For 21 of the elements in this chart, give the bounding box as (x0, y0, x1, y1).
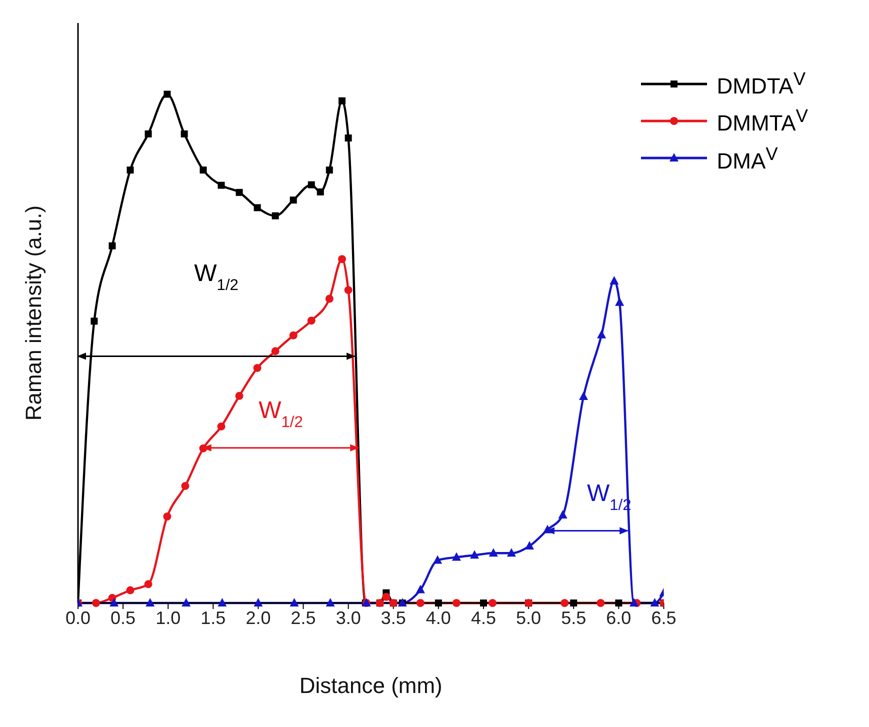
x-tick-label: 4.0 (426, 608, 451, 628)
annotation: W$_{1/2}$ (258, 396, 303, 430)
x-tick-label: 6.5 (651, 608, 676, 628)
x-tick-label: 3.0 (336, 608, 361, 628)
x-tick-label: 2.5 (290, 608, 316, 628)
x-tick-label: 2.0 (246, 608, 271, 628)
x-tick-label: 1.0 (156, 608, 181, 628)
x-tick-label: 5.5 (561, 608, 586, 628)
legend-label: DMMTA$^{V}$ (716, 105, 808, 137)
annotation: W$_{1/2}$ (194, 260, 238, 294)
x-tick-label: 5.0 (516, 608, 542, 628)
y-axis-title: Raman intensity (a.u.) (20, 205, 46, 421)
x-tick-label: 0.5 (110, 608, 136, 628)
legend-label: DMA$^{V}$ (716, 142, 778, 174)
x-tick-label: 0.0 (65, 608, 91, 628)
x-tick-label: 6.0 (606, 608, 632, 628)
x-tick-label: 4.5 (470, 608, 496, 628)
x-tick-label: 1.5 (200, 608, 226, 628)
legend-label: DMDTA$^{V}$ (716, 68, 806, 100)
x-axis-title: Distance (mm) (299, 673, 442, 698)
x-tick-label: 3.5 (380, 608, 406, 628)
